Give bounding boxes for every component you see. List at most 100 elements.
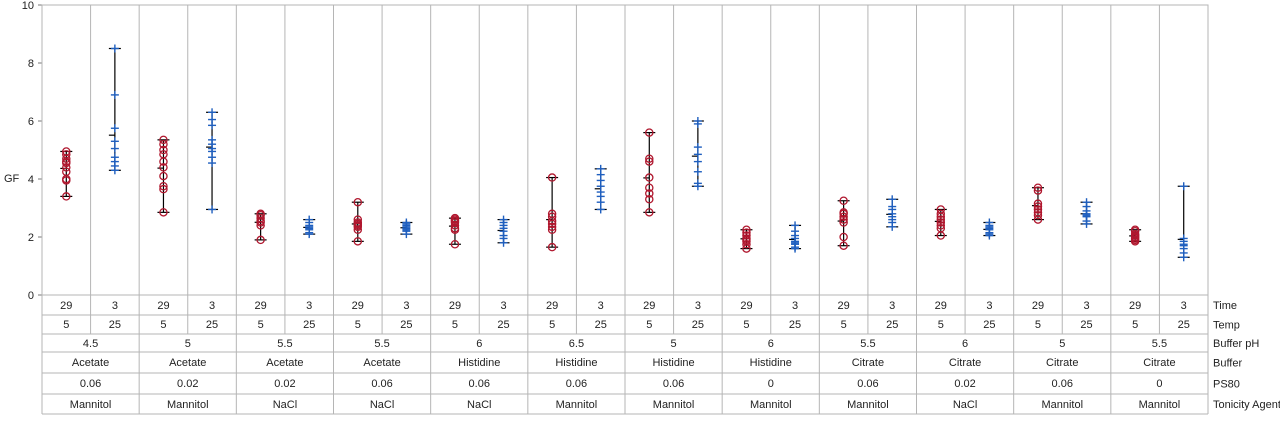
ps80-value: 0.06 [857,378,878,390]
data-point-time-29 [645,128,654,137]
temp-value: 25 [692,319,704,331]
data-point-time-29 [256,235,265,245]
data-point-time-3 [693,182,702,191]
ps80-value: 0.06 [469,378,490,390]
data-point-time-29 [1130,237,1140,246]
buffer-ph-value: 6 [768,338,774,350]
data-point-time-29 [159,145,168,155]
buffer-value: Acetate [72,357,109,369]
data-point-time-29 [159,181,168,191]
data-point-time-3 [1179,182,1188,191]
temp-value: 5 [841,319,847,331]
buffer-value: Citrate [949,357,981,369]
tonicity-value: Mannitol [847,399,889,411]
data-point-time-3 [110,166,119,175]
buffer-value: Citrate [852,357,884,369]
data-point-time-29 [547,242,557,252]
data-point-time-29 [159,157,168,166]
ps80-value: 0.06 [566,378,587,390]
data-point-time-3 [208,121,217,130]
data-point-time-29 [62,158,71,168]
time-value: 3 [695,300,701,312]
time-value: 3 [112,300,118,312]
data-point-time-3 [985,231,994,240]
tonicity-value: Mannitol [750,399,792,411]
buffer-value: Citrate [1046,357,1078,369]
data-point-time-29 [936,212,946,221]
temp-value: 25 [400,319,412,331]
temp-value: 25 [109,319,121,331]
data-point-time-29 [1033,210,1043,220]
data-point-time-29 [742,231,751,240]
y-tick-label: 0 [28,290,34,302]
data-point-time-29 [159,184,168,194]
y-tick-label: 4 [28,174,34,186]
data-point-time-29 [839,212,848,221]
factor-table: 29 5 3 25 4.5 Acetate 0.06 Mannitol 29 5 3 25 5 Aceta… [41,295,1280,415]
y-tick-label: 8 [28,58,34,70]
buffer-value: Acetate [266,357,303,369]
data-point-time-29 [159,135,168,145]
buffer-value: Histidine [458,357,500,369]
data-point-time-29 [645,183,654,192]
data-point-time-29 [547,216,557,226]
data-point-time-29 [742,239,751,249]
temp-value: 5 [646,319,652,331]
data-point-time-29 [1033,215,1043,224]
tonicity-value: Mannitol [167,399,209,411]
data-point-time-3 [208,159,217,168]
data-point-time-29 [159,139,168,149]
data-point-time-29 [1033,186,1043,195]
data-point-time-3 [110,124,119,133]
y-tick-label: 6 [28,116,34,128]
buffer-ph-value: 6 [962,338,968,350]
data-point-time-3 [1179,253,1188,262]
tonicity-value: NaCl [273,399,297,411]
time-value: 29 [60,300,72,312]
buffer-ph-value: 5.5 [374,338,389,350]
data-point-time-3 [208,108,217,117]
temp-value: 25 [303,319,315,331]
data-point-time-29 [645,154,654,163]
time-value: 3 [403,300,409,312]
factor-row-label: Buffer [1213,358,1242,370]
factor-row-label: PS80 [1213,379,1240,391]
data-point-time-29 [645,208,654,217]
temp-value: 25 [886,319,898,331]
data-point-time-3 [693,167,702,176]
time-value: 29 [1129,300,1141,312]
time-value: 3 [598,300,604,312]
temp-value: 5 [1132,319,1138,331]
buffer-ph-value: 4.5 [83,338,98,350]
data-point-time-29 [62,176,71,185]
data-point-time-29 [1033,199,1043,208]
temp-value: 5 [1035,319,1041,331]
factor-row-label: Tonicity Agent [1213,399,1280,411]
temp-value: 25 [206,319,218,331]
data-point-time-29 [159,163,168,172]
data-point-time-29 [839,215,848,224]
ps80-value: 0 [1156,378,1162,390]
factor-row-label: Buffer pH [1213,338,1259,350]
data-point-time-3 [1082,219,1091,228]
data-point-time-29 [353,197,363,207]
data-point-time-29 [645,195,654,204]
buffer-ph-value: 5.5 [277,338,292,350]
data-point-time-3 [693,157,702,166]
buffer-value: Histidine [652,357,694,369]
data-point-time-29 [839,218,848,227]
y-tick-label: 10 [22,0,34,12]
data-point-time-3 [499,238,508,247]
data-point-time-3 [110,90,119,99]
plot-area [60,5,1190,295]
data-point-time-29 [645,157,654,166]
buffer-ph-value: 6 [476,338,482,350]
temp-value: 25 [1178,319,1190,331]
data-point-time-29 [839,241,848,250]
data-point-time-29 [256,218,265,227]
ps80-value: 0.02 [954,378,975,390]
time-value: 29 [449,300,461,312]
time-value: 29 [740,300,752,312]
time-value: 29 [157,300,169,312]
